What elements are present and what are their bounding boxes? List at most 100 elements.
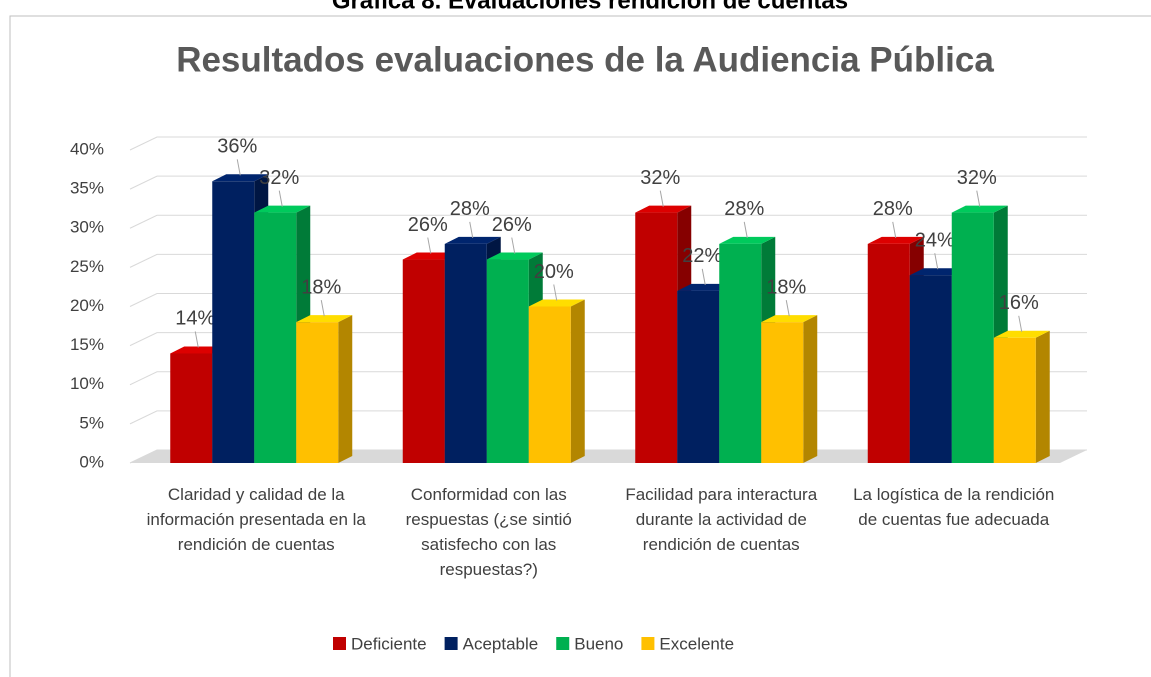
bar-side xyxy=(1035,330,1050,463)
bar-top xyxy=(212,174,269,182)
bar-front xyxy=(254,212,297,463)
bar-top xyxy=(719,236,776,244)
y-tick-label: 20% xyxy=(70,296,104,315)
leader-line xyxy=(194,331,199,348)
x-tick-label: La logística de la rendición de cuentas … xyxy=(853,485,1055,529)
data-label: 32% xyxy=(640,167,680,189)
leader-line xyxy=(743,221,748,238)
bar-top xyxy=(254,205,311,213)
x-tick-label: Conformidad con las respuestas (¿se sint… xyxy=(405,485,572,579)
legend-label: Deficiente xyxy=(351,634,427,653)
leader-line xyxy=(278,190,283,207)
bar-front xyxy=(993,337,1036,463)
y-tick-label: 5% xyxy=(79,413,104,432)
leader-line xyxy=(553,284,558,301)
bar-front xyxy=(296,322,339,463)
y-tick-label: 40% xyxy=(70,139,104,158)
leader-line xyxy=(511,237,516,254)
data-label: 26% xyxy=(492,214,532,236)
bar-front xyxy=(170,353,213,463)
x-tick-label: Facilidad para interactura durante la ac… xyxy=(625,485,818,554)
bar-top xyxy=(993,330,1050,338)
data-label: 14% xyxy=(175,308,215,330)
bar xyxy=(296,315,353,463)
bar xyxy=(761,315,818,463)
x-tick-label: Claridad y calidad de la información pre… xyxy=(146,485,366,554)
leader-line xyxy=(1018,315,1023,332)
data-label: 22% xyxy=(682,245,722,267)
legend-label: Excelente xyxy=(659,634,734,653)
y-tick-label: 35% xyxy=(70,179,104,198)
y-tick-label: 0% xyxy=(79,452,104,471)
legend-swatch xyxy=(333,637,346,650)
data-label: 18% xyxy=(766,276,806,298)
bar-side xyxy=(803,315,818,463)
bar-front xyxy=(867,243,910,463)
y-tick-label: 15% xyxy=(70,335,104,354)
leader-line xyxy=(934,253,939,270)
leader-line xyxy=(236,159,241,176)
bar-top xyxy=(296,315,353,323)
data-label: 36% xyxy=(217,136,257,158)
legend-swatch xyxy=(556,637,570,650)
data-label: 32% xyxy=(957,167,997,189)
bar-front xyxy=(761,322,804,463)
bar xyxy=(993,330,1050,463)
legend-swatch xyxy=(641,637,655,650)
bar-side xyxy=(338,315,353,463)
bar-front xyxy=(486,259,529,463)
bar xyxy=(528,299,585,463)
bar-front xyxy=(719,243,762,463)
legend-label: Bueno xyxy=(574,634,623,653)
bar-front xyxy=(402,259,445,463)
y-tick-label: 25% xyxy=(70,257,104,276)
bar-front xyxy=(951,212,994,463)
y-tick-label: 10% xyxy=(70,374,104,393)
leader-line xyxy=(469,221,474,238)
bar-top xyxy=(951,205,1008,213)
grid-line xyxy=(129,136,1087,151)
bar-front xyxy=(444,243,487,463)
bar-side xyxy=(570,299,585,463)
data-label: 24% xyxy=(915,229,955,251)
data-label: 28% xyxy=(873,198,913,220)
data-label: 16% xyxy=(999,292,1039,314)
data-label: 26% xyxy=(408,214,448,236)
legend-swatch xyxy=(444,637,458,650)
grid-line xyxy=(129,214,1087,229)
bar-front xyxy=(909,275,952,463)
bar-front xyxy=(635,212,678,463)
header: Gráfica 8. Evaluaciones rendición de cue… xyxy=(332,0,848,14)
bar-top xyxy=(486,252,543,260)
grid-line xyxy=(129,253,1087,268)
grid-line xyxy=(129,175,1087,190)
bar-front xyxy=(212,181,255,464)
bar-top xyxy=(528,299,585,307)
data-label: 32% xyxy=(259,167,299,189)
data-label: 18% xyxy=(301,276,341,298)
leader-line xyxy=(659,190,664,207)
leader-line xyxy=(701,268,706,285)
bar-front xyxy=(528,306,571,463)
data-label: 28% xyxy=(724,198,764,220)
floor xyxy=(130,450,1087,463)
chart-title: Resultados evaluaciones de la Audiencia … xyxy=(176,40,994,79)
y-tick-label: 30% xyxy=(70,218,104,237)
leader-line xyxy=(427,237,432,254)
grid-line xyxy=(129,293,1087,307)
chart-frame xyxy=(9,15,1151,677)
leader-line xyxy=(892,221,897,238)
bar-top xyxy=(444,236,501,244)
data-label: 28% xyxy=(450,198,490,220)
bar-top xyxy=(867,236,924,244)
leader-line xyxy=(785,300,790,317)
data-label: 20% xyxy=(534,261,574,283)
bar-top xyxy=(635,205,692,213)
leader-line xyxy=(320,300,325,317)
leader-line xyxy=(976,190,981,207)
bar-top xyxy=(761,315,818,323)
legend-label: Aceptable xyxy=(463,634,539,653)
bar-front xyxy=(677,290,720,463)
